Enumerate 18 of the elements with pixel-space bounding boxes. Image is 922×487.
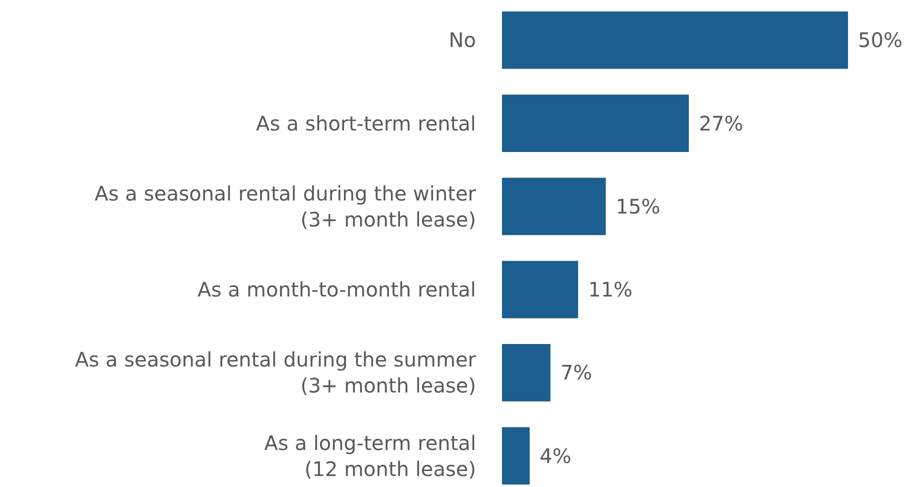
y-tick-label: As a long-term rental (12 month lease) [264,430,476,481]
data-label: 50% [858,28,902,52]
y-tick-label: As a month-to-month rental [197,278,476,302]
y-tick-label: As a short-term rental [256,111,476,136]
data-label: 7% [560,360,592,385]
y-tick-label: As a seasonal rental during the summer (3+ month lease) [75,348,477,398]
data-label: 15% [616,194,660,218]
bar [502,11,848,69]
bar [502,94,689,152]
bar [502,344,550,402]
bar [502,178,606,236]
y-tick-label: As a seasonal rental during the winter (3+ month lease) [94,181,477,232]
data-label: 27% [698,111,744,136]
data-label: 11% [588,278,633,302]
y-tick-label: No [448,28,476,52]
bar [502,427,530,485]
bar [502,260,578,318]
data-label: 4% [540,444,572,468]
